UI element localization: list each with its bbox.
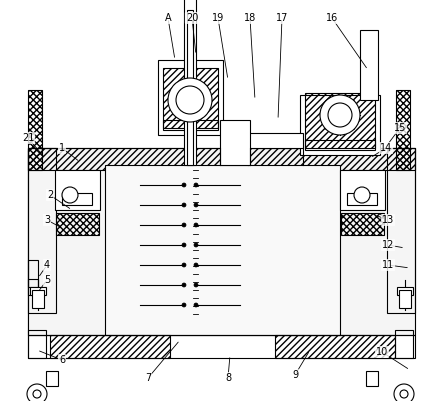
Bar bbox=[397, 287, 413, 295]
Bar bbox=[28, 279, 38, 287]
Bar bbox=[105, 165, 340, 335]
Bar bbox=[163, 68, 218, 128]
Text: 7: 7 bbox=[145, 373, 151, 383]
Circle shape bbox=[354, 187, 370, 203]
Bar bbox=[341, 213, 384, 235]
Circle shape bbox=[394, 384, 414, 401]
Bar bbox=[158, 60, 223, 135]
Bar bbox=[248, 133, 303, 148]
Bar bbox=[187, 10, 193, 165]
Circle shape bbox=[194, 263, 198, 267]
Text: 18: 18 bbox=[244, 13, 256, 23]
Bar bbox=[275, 335, 395, 358]
Text: 6: 6 bbox=[59, 355, 65, 365]
Text: 3: 3 bbox=[44, 215, 50, 225]
Bar bbox=[163, 120, 218, 130]
Text: 9: 9 bbox=[292, 370, 298, 380]
Circle shape bbox=[182, 203, 186, 207]
Text: 12: 12 bbox=[382, 240, 394, 250]
Circle shape bbox=[194, 283, 198, 287]
Circle shape bbox=[194, 243, 198, 247]
Circle shape bbox=[194, 303, 198, 307]
Text: 19: 19 bbox=[212, 13, 224, 23]
Circle shape bbox=[168, 78, 212, 122]
Circle shape bbox=[182, 223, 186, 227]
Circle shape bbox=[328, 103, 352, 127]
Text: 8: 8 bbox=[225, 373, 231, 383]
Bar bbox=[366, 371, 378, 386]
Circle shape bbox=[33, 390, 41, 398]
Bar bbox=[50, 335, 170, 358]
Text: 1: 1 bbox=[59, 143, 65, 153]
Text: A: A bbox=[165, 13, 171, 23]
Bar bbox=[395, 330, 413, 358]
Circle shape bbox=[182, 263, 186, 267]
Bar bbox=[28, 90, 42, 170]
Bar bbox=[28, 335, 415, 358]
Bar bbox=[300, 95, 380, 155]
Bar bbox=[220, 120, 250, 165]
Circle shape bbox=[27, 384, 47, 401]
Text: 17: 17 bbox=[276, 13, 288, 23]
Text: 20: 20 bbox=[186, 13, 198, 23]
Circle shape bbox=[400, 390, 408, 398]
Bar bbox=[28, 148, 415, 335]
Bar bbox=[28, 330, 46, 358]
Text: 21: 21 bbox=[22, 133, 34, 143]
Text: 4: 4 bbox=[44, 260, 50, 270]
Bar bbox=[62, 193, 92, 205]
Bar bbox=[28, 148, 56, 313]
Text: 5: 5 bbox=[44, 275, 50, 285]
Bar bbox=[28, 150, 56, 335]
Text: 14: 14 bbox=[380, 143, 392, 153]
Bar bbox=[340, 170, 385, 210]
Bar bbox=[360, 30, 378, 100]
Text: 10: 10 bbox=[376, 347, 388, 357]
Text: 15: 15 bbox=[394, 123, 406, 133]
Circle shape bbox=[182, 243, 186, 247]
Circle shape bbox=[62, 187, 78, 203]
Bar bbox=[46, 371, 58, 386]
Bar bbox=[55, 170, 100, 210]
Bar bbox=[399, 290, 411, 308]
Bar bbox=[184, 0, 196, 165]
Circle shape bbox=[194, 183, 198, 187]
Bar bbox=[347, 193, 377, 205]
Bar bbox=[396, 90, 410, 170]
Text: 2: 2 bbox=[47, 190, 53, 200]
Bar bbox=[56, 213, 99, 235]
Circle shape bbox=[320, 95, 360, 135]
Bar bbox=[30, 287, 46, 295]
Circle shape bbox=[176, 86, 204, 114]
Circle shape bbox=[182, 283, 186, 287]
Bar bbox=[32, 290, 44, 308]
Circle shape bbox=[182, 183, 186, 187]
Circle shape bbox=[194, 203, 198, 207]
Text: 16: 16 bbox=[326, 13, 338, 23]
Bar bbox=[28, 148, 415, 170]
Bar bbox=[305, 93, 375, 148]
Bar bbox=[28, 260, 38, 295]
Circle shape bbox=[194, 223, 198, 227]
Text: 11: 11 bbox=[382, 260, 394, 270]
Text: 13: 13 bbox=[382, 215, 394, 225]
Circle shape bbox=[182, 303, 186, 307]
Bar bbox=[387, 148, 415, 313]
Bar bbox=[305, 140, 375, 150]
